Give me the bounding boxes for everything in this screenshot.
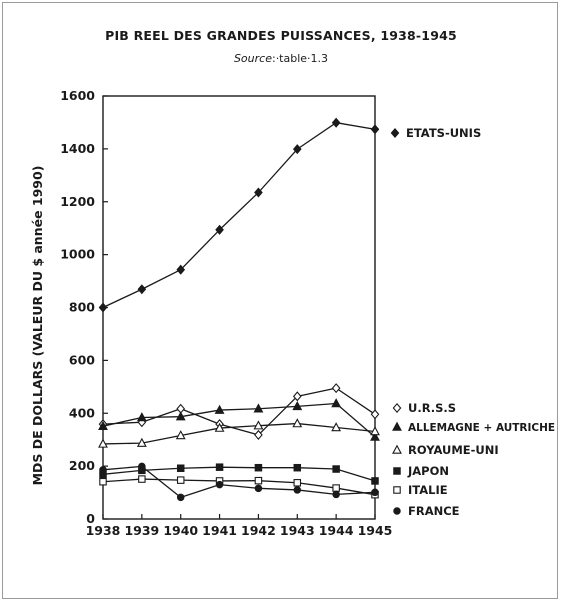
data-point-royaume-uni [98,438,108,448]
y-tick-label: 1000 [60,247,95,262]
data-point-france [138,462,146,471]
data-point-etats-unis [292,144,302,155]
data-point-allemagne-autriche [214,404,225,414]
legend-label-france: FRANCE [408,504,460,518]
data-point-royaume-uni [175,430,186,440]
subtitle-source-ref: :·table·1.3 [271,52,329,65]
y-tick-label: 1200 [60,194,95,209]
data-point-france [99,466,107,474]
data-point-italie [138,475,146,483]
plot-frame [102,95,376,520]
legend-marker-allemagne-autriche [392,421,402,431]
series-line-italie [102,478,376,496]
data-point-italie [99,477,107,486]
data-point-royaume-uni [214,422,225,432]
data-point-u-r-s-s [370,409,380,420]
data-point-etats-unis [370,124,380,135]
y-tick-label: 200 [69,458,95,473]
data-point-italie [332,484,340,492]
data-point-italie [176,476,185,484]
data-point-japon [176,464,185,472]
x-tick-label: 1939 [124,523,159,538]
legend-label-u-r-s-s: U.R.S.S [408,401,456,415]
series-line-japon [102,466,376,482]
data-point-japon [332,465,340,473]
data-point-allemagne-autriche [175,411,186,421]
legend-marker-etats-unis [390,127,400,139]
series-line-u-r-s-s [102,387,376,436]
data-point-italie [293,479,302,487]
x-tick-label: 1938 [86,523,121,538]
series-line-etats-unis [102,122,376,309]
data-point-allemagne-autriche [292,401,303,411]
y-tick-label: 800 [69,300,95,315]
data-point-royaume-uni [136,437,147,447]
data-point-u-r-s-s [292,391,302,402]
data-point-japon [293,463,302,472]
legend-marker-u-r-s-s [392,402,402,414]
y-axis-label: MDS DE DOLLARS (VALEUR DU $ année 1990) [30,166,45,486]
data-point-etats-unis [176,264,186,275]
legend-label-allemagne-autriche: ALLEMAGNE + AUTRICHE [408,422,555,434]
data-point-royaume-uni [292,418,303,428]
data-point-japon [254,463,263,472]
data-point-allemagne-autriche [331,398,342,408]
data-point-italie [254,476,263,485]
x-tick-label: 1943 [280,523,315,538]
data-point-allemagne-autriche [370,431,380,441]
data-point-allemagne-autriche [98,420,108,430]
data-point-etats-unis [331,117,341,128]
series-line-allemagne-autriche [102,402,376,438]
data-point-japon [215,463,224,471]
data-point-etats-unis [215,224,224,235]
legend-marker-italie [393,486,401,494]
data-point-france [176,493,185,502]
x-tick-label: 1945 [358,523,393,538]
chart-title: PIB REEL DES GRANDES PUISSANCES, 1938-19… [105,28,457,43]
data-point-royaume-uni [331,422,342,432]
legend-label-etats-unis: ETATS-UNIS [406,126,481,140]
legend-marker-japon [393,467,401,475]
data-point-royaume-uni [370,426,380,436]
data-point-japon [371,477,379,485]
subtitle-source-label: Source [233,52,272,65]
x-tick-label: 1941 [202,523,237,538]
legend-label-italie: ITALIE [408,483,448,497]
data-point-etats-unis [254,187,263,198]
data-point-u-r-s-s [254,429,263,440]
y-tick-label: 0 [86,511,95,526]
legend-marker-royaume-uni [392,444,402,454]
y-tick-label: 600 [69,352,95,367]
data-point-etats-unis [137,284,147,295]
x-tick-label: 1944 [319,523,354,538]
data-point-france [371,488,379,497]
series-line-royaume-uni [102,422,376,445]
series-line-france [102,465,376,498]
data-point-u-r-s-s [331,383,341,394]
data-point-france [254,484,263,493]
x-tick-label: 1940 [163,523,198,538]
y-tick-label: 1400 [60,141,95,156]
data-point-france [215,480,224,489]
figure-frame [2,2,558,599]
data-point-royaume-uni [253,420,264,430]
y-tick-label: 1600 [60,88,95,103]
data-point-etats-unis [98,302,108,313]
data-point-allemagne-autriche [253,403,264,413]
data-point-france [293,486,302,494]
data-point-france [332,490,340,499]
legend-label-royaume-uni: ROYAUME-UNI [408,443,499,457]
legend-marker-france [393,507,401,515]
chart-subtitle: Source:·table·1.3 [0,52,562,65]
legend-label-japon: JAPON [407,464,449,478]
x-tick-label: 1942 [241,523,276,538]
data-point-allemagne-autriche [136,412,147,422]
y-tick-label: 400 [69,405,95,420]
